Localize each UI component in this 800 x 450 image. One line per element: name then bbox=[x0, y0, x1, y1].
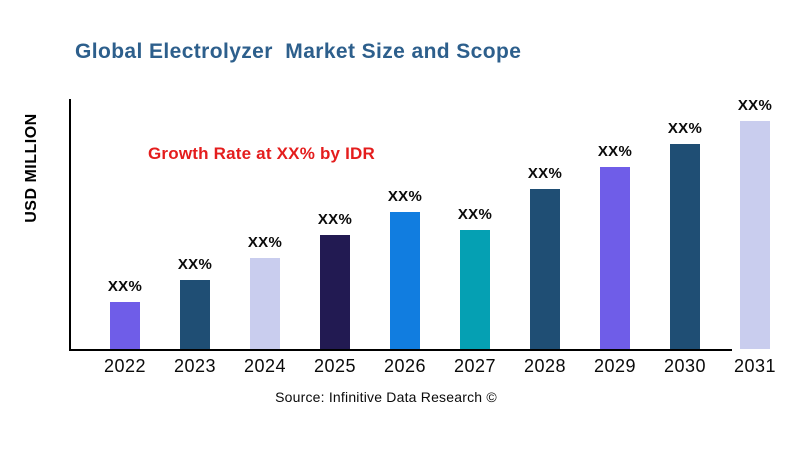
x-tick-label-2029: 2029 bbox=[593, 356, 637, 376]
bar-value-label-2027: XX% bbox=[457, 206, 493, 223]
bar-value-label-2028: XX% bbox=[527, 165, 563, 182]
bar-2030 bbox=[670, 144, 700, 349]
bar-value-label-2029: XX% bbox=[597, 143, 633, 160]
x-tick-label-2028: 2028 bbox=[523, 356, 567, 376]
bar-2022 bbox=[110, 302, 140, 349]
bar-2028 bbox=[530, 189, 560, 349]
bar-value-label-2026: XX% bbox=[387, 188, 423, 205]
x-tick-label-2026: 2026 bbox=[383, 356, 427, 376]
source-attribution: Source: Infinitive Data Research © bbox=[275, 389, 497, 405]
x-tick-label-2022: 2022 bbox=[103, 356, 147, 376]
plot-area: XX% XX% XX% XX% XX% XX% XX% XX% XX% XX% bbox=[70, 97, 790, 349]
bar-2029 bbox=[600, 167, 630, 349]
bar-value-label-2025: XX% bbox=[317, 211, 353, 228]
growth-rate-annotation: Growth Rate at XX% by IDR bbox=[148, 144, 375, 163]
bar-value-label-2030: XX% bbox=[667, 120, 703, 137]
bar-2027 bbox=[460, 230, 490, 349]
x-tick-label-2024: 2024 bbox=[243, 356, 287, 376]
x-tick-label-2023: 2023 bbox=[173, 356, 217, 376]
bar-2025 bbox=[320, 235, 350, 349]
bar-2031 bbox=[740, 121, 770, 349]
x-axis-ticks: 2022 2023 2024 2025 2026 2027 2028 2029 2030 2031 bbox=[70, 356, 790, 380]
x-tick-label-2027: 2027 bbox=[453, 356, 497, 376]
bar-value-label-2022: XX% bbox=[107, 278, 143, 295]
bar-value-label-2023: XX% bbox=[177, 256, 213, 273]
x-tick-label-2030: 2030 bbox=[663, 356, 707, 376]
x-tick-label-2025: 2025 bbox=[313, 356, 357, 376]
y-axis-label: USD MILLION bbox=[23, 113, 40, 223]
bar-2023 bbox=[180, 280, 210, 349]
y-axis-line bbox=[69, 99, 71, 351]
bar-2024 bbox=[250, 258, 280, 349]
x-tick-label-2031: 2031 bbox=[733, 356, 777, 376]
chart-title: Global Electrolyzer Market Size and Scop… bbox=[75, 40, 522, 63]
bar-value-label-2031: XX% bbox=[737, 97, 773, 114]
bar-value-label-2024: XX% bbox=[247, 234, 283, 251]
bar-2026 bbox=[390, 212, 420, 349]
x-axis-line bbox=[69, 349, 732, 351]
